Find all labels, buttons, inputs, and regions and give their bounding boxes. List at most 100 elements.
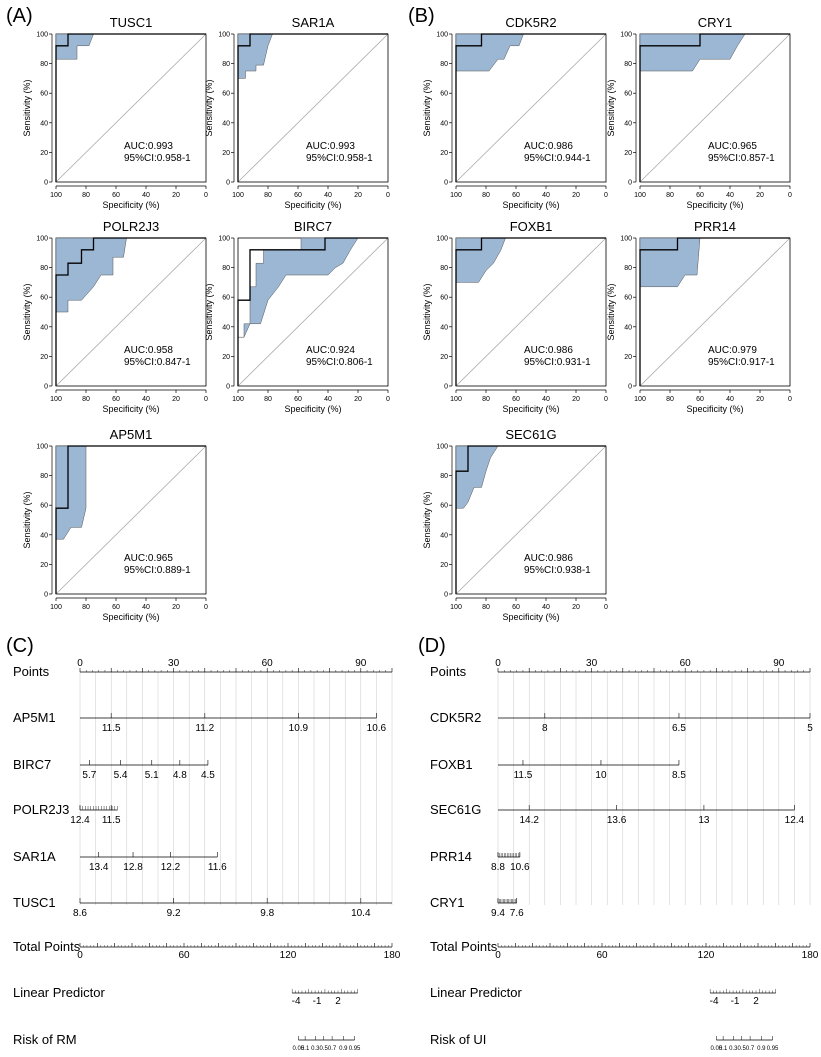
roc-x-tick-label-foxb1-0: 100 bbox=[450, 396, 462, 403]
roc-y-tick-label-sec61g-4: 80 bbox=[440, 473, 448, 480]
roc-y-label-ap5m1: Sensitivity (%) bbox=[22, 491, 32, 548]
roc-x-tick-label-polr2j3-5: 0 bbox=[204, 396, 208, 403]
roc-x-tick-label-polr2j3-1: 80 bbox=[82, 396, 90, 403]
roc-y-tick-label-foxb1-1: 20 bbox=[440, 354, 448, 361]
roc-x-tick-label-cry1-4: 20 bbox=[756, 192, 764, 199]
roc-x-tick-label-foxb1-4: 20 bbox=[572, 396, 580, 403]
nomo-label-c-birc7: BIRC7 bbox=[13, 757, 51, 772]
nomo-tick-label-d-total-points-1: 60 bbox=[596, 950, 608, 961]
roc-y-tick-label-sec61g-0: 0 bbox=[444, 592, 448, 599]
roc-x-tick-label-cdk5r2-3: 40 bbox=[542, 192, 550, 199]
roc-y-tick-label-foxb1-5: 100 bbox=[436, 236, 448, 243]
nomo-tick-label-d-cdk5r2-1: 6.5 bbox=[672, 723, 686, 734]
nomo-tick-label-c-tusc1-1: 9.2 bbox=[167, 908, 181, 919]
roc-x-tick-label-birc7-2: 60 bbox=[294, 396, 302, 403]
nomo-label-c-polr2j3: POLR2J3 bbox=[13, 802, 69, 817]
roc-title-polr2j3: POLR2J3 bbox=[103, 219, 159, 234]
roc-y-tick-label-ap5m1-2: 40 bbox=[40, 532, 48, 539]
roc-title-ap5m1: AP5M1 bbox=[110, 427, 153, 442]
roc-x-tick-label-cdk5r2-5: 0 bbox=[604, 192, 608, 199]
nomo-lp-label-d-1: -1 bbox=[731, 996, 740, 1007]
nomo-tick-label-c-points-2: 60 bbox=[262, 658, 274, 669]
roc-y-tick-label-prr14-3: 60 bbox=[624, 295, 632, 302]
roc-chart-birc7: 100 80 60 40 20 0 Specificity (%) 0 20 40 60 80 100 S… bbox=[204, 219, 390, 414]
roc-chart-sar1a: 100 80 60 40 20 0 Specificity (%) 0 20 40 60 80 100 S… bbox=[204, 15, 390, 210]
roc-charts: 100 80 60 40 20 0 Specificity (%) 0 20 40 60 80 100 S… bbox=[22, 15, 792, 622]
roc-y-tick-label-cry1-1: 20 bbox=[624, 150, 632, 157]
roc-diagonal-polr2j3 bbox=[55, 237, 207, 387]
roc-x-tick-label-foxb1-5: 0 bbox=[604, 396, 608, 403]
roc-x-tick-label-ap5m1-1: 80 bbox=[82, 604, 90, 611]
roc-y-tick-label-cdk5r2-2: 40 bbox=[440, 120, 448, 127]
roc-x-tick-label-sec61g-0: 100 bbox=[450, 604, 462, 611]
roc-ci-cry1: 95%CI:0.857-1 bbox=[708, 153, 775, 164]
roc-y-tick-label-foxb1-3: 60 bbox=[440, 295, 448, 302]
roc-y-tick-label-birc7-1: 20 bbox=[222, 354, 230, 361]
roc-curve-tusc1 bbox=[55, 33, 206, 182]
nomo-tick-label-c-sar1a-1: 12.8 bbox=[123, 862, 143, 873]
roc-y-tick-label-sec61g-2: 40 bbox=[440, 532, 448, 539]
roc-y-tick-label-sar1a-4: 80 bbox=[222, 61, 230, 68]
nomo-label-d-foxb1: FOXB1 bbox=[430, 757, 473, 772]
roc-x-label-tusc1: Specificity (%) bbox=[102, 200, 159, 210]
roc-y-tick-label-prr14-5: 100 bbox=[620, 236, 632, 243]
roc-diagonal-birc7 bbox=[237, 237, 389, 387]
roc-y-tick-label-sar1a-1: 20 bbox=[222, 150, 230, 157]
roc-y-tick-label-polr2j3-0: 0 bbox=[44, 384, 48, 391]
roc-chart-ap5m1: 100 80 60 40 20 0 Specificity (%) 0 20 40 60 80 100 S… bbox=[22, 427, 208, 622]
roc-title-cry1: CRY1 bbox=[698, 15, 732, 30]
roc-title-sec61g: SEC61G bbox=[505, 427, 556, 442]
roc-chart-foxb1: 100 80 60 40 20 0 Specificity (%) 0 20 40 60 80 100 S… bbox=[422, 219, 608, 414]
roc-y-tick-label-prr14-4: 80 bbox=[624, 265, 632, 272]
roc-x-tick-label-cdk5r2-1: 80 bbox=[482, 192, 490, 199]
nomo-tick-label-d-points-2: 60 bbox=[680, 658, 692, 669]
roc-auc-tusc1: AUC:0.993 bbox=[124, 141, 173, 152]
roc-x-tick-label-sar1a-5: 0 bbox=[386, 192, 390, 199]
nomo-label-c-ap5m1: AP5M1 bbox=[13, 710, 56, 725]
nomo-tick-label-c-polr2j3-0: 12.4 bbox=[70, 815, 90, 826]
roc-chart-cdk5r2: 100 80 60 40 20 0 Specificity (%) 0 20 40 60 80 100 S… bbox=[422, 15, 608, 210]
roc-auc-foxb1: AUC:0.986 bbox=[524, 345, 573, 356]
roc-x-tick-label-sec61g-5: 0 bbox=[604, 604, 608, 611]
nomo-tick-label-c-polr2j3-1: 11.5 bbox=[102, 815, 121, 826]
nomo-risk-label-d-5: 0.9 bbox=[757, 1046, 766, 1052]
nomo-label-c-tusc1: TUSC1 bbox=[13, 895, 56, 910]
roc-y-tick-label-cry1-0: 0 bbox=[628, 180, 632, 187]
nomo-risk-label-c-1: 0.1 bbox=[301, 1046, 310, 1052]
nomo-risk-label-d-0: 0.05 bbox=[711, 1046, 723, 1052]
nomo-tick-label-c-ap5m1-3: 10.6 bbox=[367, 723, 387, 734]
nomo-tick-label-d-foxb1-2: 8.5 bbox=[672, 770, 686, 781]
nomogram-d: Points 0 30 60 90 CDK5R2 8 6.5 5 FOXB1 11.5 10 8.5 SE… bbox=[430, 658, 819, 1052]
nomo-tick-label-c-tusc1-2: 9.8 bbox=[260, 908, 274, 919]
roc-y-tick-label-sar1a-5: 100 bbox=[218, 32, 230, 39]
nomo-tick-label-c-birc7-0: 5.7 bbox=[82, 770, 96, 781]
nomo-tick-label-c-tusc1-3: 10.4 bbox=[351, 908, 371, 919]
roc-y-tick-label-foxb1-2: 40 bbox=[440, 324, 448, 331]
roc-ci-birc7: 95%CI:0.806-1 bbox=[306, 357, 373, 368]
roc-y-tick-label-sar1a-0: 0 bbox=[226, 180, 230, 187]
roc-auc-cdk5r2: AUC:0.986 bbox=[524, 141, 573, 152]
roc-auc-polr2j3: AUC:0.958 bbox=[124, 345, 173, 356]
roc-x-tick-label-cdk5r2-2: 60 bbox=[512, 192, 520, 199]
roc-y-tick-label-tusc1-3: 60 bbox=[40, 91, 48, 98]
roc-x-label-foxb1: Specificity (%) bbox=[502, 404, 559, 414]
roc-curve-sar1a bbox=[237, 33, 388, 182]
roc-chart-prr14: 100 80 60 40 20 0 Specificity (%) 0 20 40 60 80 100 S… bbox=[606, 219, 792, 414]
roc-y-tick-label-cry1-5: 100 bbox=[620, 32, 632, 39]
roc-title-sar1a: SAR1A bbox=[292, 15, 335, 30]
nomo-tick-label-d-sec61g-3: 12.4 bbox=[785, 815, 805, 826]
nomo-risk-label-c-2: 0.3 bbox=[311, 1046, 320, 1052]
nomo-risk-label-d-4: 0.7 bbox=[746, 1046, 755, 1052]
nomo-tick-label-c-birc7-2: 5.1 bbox=[145, 770, 159, 781]
roc-ci-cdk5r2: 95%CI:0.944-1 bbox=[524, 153, 591, 164]
roc-x-tick-label-polr2j3-4: 20 bbox=[172, 396, 180, 403]
roc-curve-birc7 bbox=[237, 237, 388, 386]
nomo-label-c-total-points: Total Points bbox=[13, 939, 81, 954]
roc-y-tick-label-cdk5r2-1: 20 bbox=[440, 150, 448, 157]
roc-auc-ap5m1: AUC:0.965 bbox=[124, 553, 173, 564]
nomo-tick-label-c-total-points-3: 180 bbox=[384, 950, 401, 961]
nomo-tick-label-d-cdk5r2-2: 5 bbox=[807, 723, 813, 734]
nomo-risk-label-d-6: 0.95 bbox=[767, 1046, 779, 1052]
nomo-tick-label-d-points-0: 0 bbox=[495, 658, 501, 669]
roc-y-tick-label-sec61g-1: 20 bbox=[440, 562, 448, 569]
